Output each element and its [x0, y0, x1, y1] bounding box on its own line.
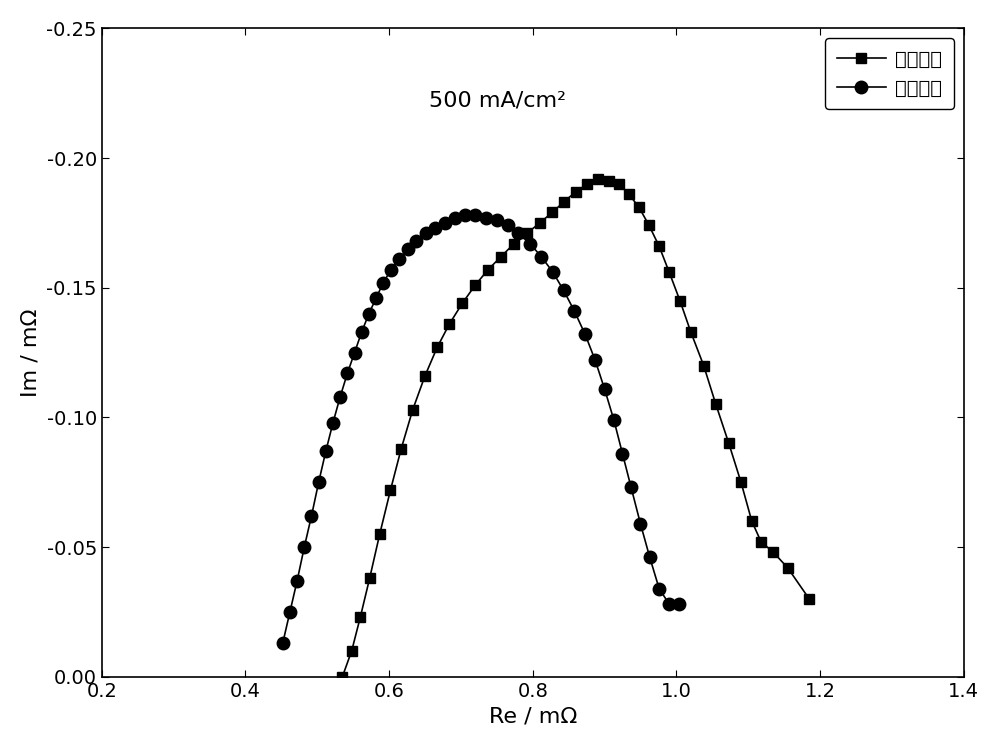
初始状态	[291, 576, 303, 585]
初始状态	[393, 255, 405, 264]
待测状态	[443, 320, 455, 329]
初始状态	[524, 239, 536, 248]
待测状态	[603, 177, 615, 186]
待测状态	[633, 203, 645, 212]
待测状态	[767, 548, 779, 557]
待测状态	[723, 438, 735, 447]
初始状态	[363, 309, 375, 318]
初始状态	[512, 229, 524, 238]
初始状态	[469, 211, 481, 220]
初始状态	[334, 392, 346, 401]
待测状态	[508, 239, 520, 248]
初始状态	[429, 223, 441, 232]
待测状态	[546, 208, 558, 217]
待测状态	[685, 327, 697, 336]
待测状态	[592, 174, 604, 183]
初始状态	[634, 519, 646, 528]
初始状态	[410, 237, 422, 246]
初始状态	[579, 330, 591, 339]
Text: 500 mA/cm²: 500 mA/cm²	[429, 90, 566, 110]
待测状态	[623, 190, 635, 199]
待测状态	[710, 400, 722, 409]
初始状态	[644, 553, 656, 562]
待测状态	[431, 343, 443, 352]
初始状态	[599, 385, 611, 394]
待测状态	[803, 595, 815, 604]
Legend: 待测状态, 初始状态: 待测状态, 初始状态	[825, 38, 954, 109]
初始状态	[356, 327, 368, 336]
待测状态	[495, 252, 507, 261]
初始状态	[459, 211, 471, 220]
初始状态	[377, 278, 389, 287]
初始状态	[653, 584, 665, 593]
待测状态	[482, 265, 494, 274]
Y-axis label: Im / mΩ: Im / mΩ	[21, 309, 41, 397]
初始状态	[341, 369, 353, 378]
X-axis label: Re / mΩ: Re / mΩ	[489, 706, 577, 726]
初始状态	[402, 244, 414, 253]
待测状态	[419, 371, 431, 380]
Line: 初始状态: 初始状态	[277, 209, 685, 649]
待测状态	[407, 405, 419, 414]
待测状态	[336, 672, 348, 681]
初始状态	[439, 218, 451, 227]
初始状态	[547, 267, 559, 276]
初始状态	[277, 639, 289, 648]
待测状态	[456, 299, 468, 308]
待测状态	[674, 297, 686, 306]
初始状态	[608, 415, 620, 424]
初始状态	[284, 607, 296, 616]
待测状态	[374, 530, 386, 539]
初始状态	[625, 483, 637, 492]
初始状态	[480, 213, 492, 222]
待测状态	[698, 361, 710, 370]
初始状态	[298, 542, 310, 551]
待测状态	[354, 613, 366, 622]
待测状态	[643, 221, 655, 230]
待测状态	[570, 187, 582, 196]
初始状态	[349, 348, 361, 357]
待测状态	[384, 486, 396, 495]
初始状态	[502, 221, 514, 230]
初始状态	[385, 265, 397, 274]
初始状态	[370, 294, 382, 303]
待测状态	[395, 444, 407, 453]
待测状态	[364, 574, 376, 583]
Line: 待测状态: 待测状态	[338, 174, 814, 681]
待测状态	[613, 179, 625, 188]
待测状态	[755, 537, 767, 546]
初始状态	[449, 213, 461, 222]
初始状态	[663, 600, 675, 609]
初始状态	[616, 449, 628, 458]
初始状态	[491, 216, 503, 225]
待测状态	[558, 198, 570, 207]
初始状态	[558, 286, 570, 295]
初始状态	[320, 447, 332, 456]
初始状态	[313, 478, 325, 487]
待测状态	[782, 563, 794, 572]
待测状态	[581, 179, 593, 188]
待测状态	[346, 646, 358, 655]
待测状态	[746, 517, 758, 526]
初始状态	[420, 229, 432, 238]
初始状态	[568, 306, 580, 315]
待测状态	[469, 281, 481, 290]
待测状态	[735, 478, 747, 487]
初始状态	[589, 356, 601, 365]
初始状态	[305, 512, 317, 521]
待测状态	[653, 242, 665, 251]
初始状态	[535, 252, 547, 261]
待测状态	[534, 218, 546, 227]
待测状态	[663, 267, 675, 276]
初始状态	[327, 418, 339, 427]
待测状态	[521, 229, 533, 238]
初始状态	[673, 600, 685, 609]
